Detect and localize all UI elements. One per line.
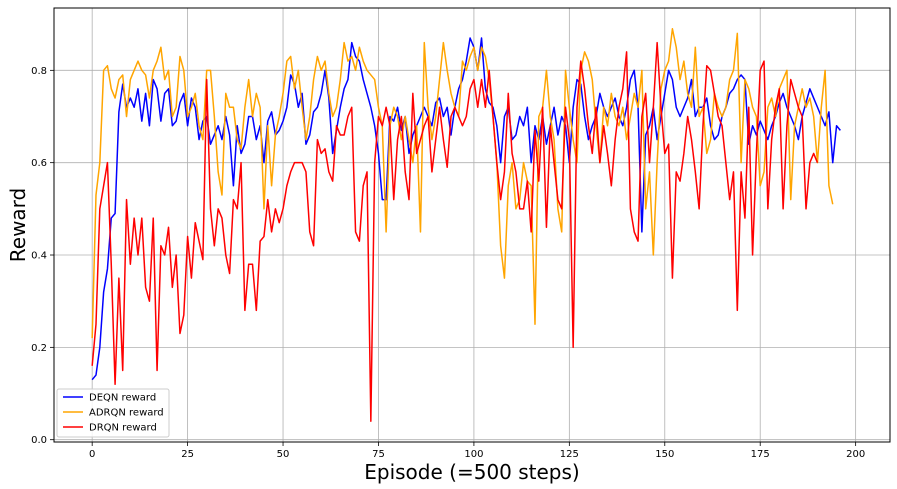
x-tick-label: 50	[277, 449, 290, 460]
y-tick-label: 0.8	[31, 66, 47, 77]
legend-box	[56, 388, 170, 438]
y-axis-label: Reward	[6, 188, 30, 262]
y-tick-label: 0.4	[31, 251, 47, 262]
x-tick-label: 100	[464, 449, 483, 460]
series-line-deqn	[91, 37, 841, 381]
y-tick-label: 0.0	[31, 435, 47, 446]
series-line-drqn	[91, 41, 819, 422]
plot-frame	[53, 7, 891, 443]
y-tick-label: 0.6	[31, 158, 47, 169]
legend: DEQN reward ADRQN reward DRQN reward	[56, 388, 170, 438]
x-tick-label: 25	[181, 449, 194, 460]
series-line-adrqn	[91, 28, 834, 339]
x-tick-label: 175	[751, 449, 770, 460]
x-tick-label: 0	[89, 449, 95, 460]
x-tick-label: 200	[846, 449, 865, 460]
legend-label-drqn: DRQN reward	[89, 423, 157, 434]
legend-label-deqn: DEQN reward	[89, 393, 156, 404]
y-tick-label: 0.2	[31, 343, 47, 354]
x-axis-label: Episode (=500 steps)	[364, 460, 579, 484]
axis-ticks: 0 25 50 75 100 125 150 175 200 0.0 0.2 0.4 0.6 0.8	[31, 66, 865, 460]
x-tick-label: 125	[560, 449, 579, 460]
legend-label-adrqn: ADRQN reward	[89, 408, 164, 419]
series-lines	[91, 28, 841, 422]
x-tick-label: 75	[372, 449, 385, 460]
x-tick-label: 150	[655, 449, 674, 460]
